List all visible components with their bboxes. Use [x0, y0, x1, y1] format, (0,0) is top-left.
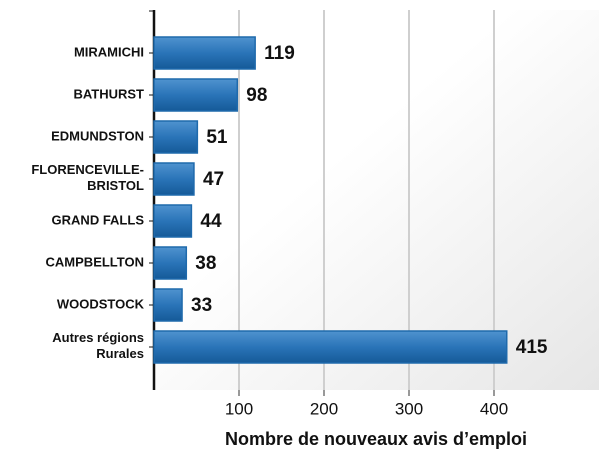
value-label: 51 [206, 127, 228, 148]
y-tick-label: CAMPBELLTON [46, 254, 144, 269]
y-tick-label: EDMUNDSTON [51, 128, 144, 143]
y-tick-label: BATHURST [73, 86, 144, 101]
x-axis-label: Nombre de nouveaux avis d’emploi [225, 429, 527, 449]
value-label: 98 [246, 85, 267, 106]
bar [153, 246, 188, 280]
x-tick-label: 400 [480, 399, 508, 418]
value-label: 47 [203, 169, 224, 190]
bar [153, 120, 199, 154]
bar [153, 162, 195, 196]
value-label: 415 [516, 337, 548, 358]
x-tick-label: 100 [225, 399, 253, 418]
bar [153, 204, 193, 238]
y-tick-label: MIRAMICHI [74, 44, 144, 59]
value-label: 33 [191, 295, 212, 316]
y-tick-label: FLORENCEVILLE-BRISTOL [31, 162, 144, 193]
x-tick-label: 200 [310, 399, 338, 418]
bar [153, 36, 256, 70]
value-label: 44 [200, 211, 222, 232]
bar [153, 288, 183, 322]
bar [153, 330, 508, 364]
value-label: 38 [195, 253, 216, 274]
x-tick-label: 300 [395, 399, 423, 418]
y-tick-label: Autres régions Rurales [52, 330, 144, 361]
bar [153, 78, 239, 112]
y-tick-label: WOODSTOCK [57, 296, 145, 311]
value-label: 119 [264, 43, 295, 64]
y-tick-label: GRAND FALLS [52, 212, 145, 227]
plot-background [154, 10, 599, 390]
